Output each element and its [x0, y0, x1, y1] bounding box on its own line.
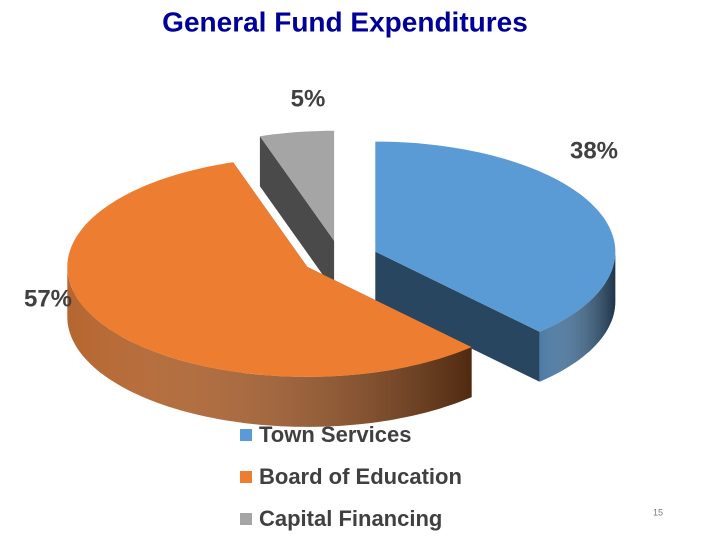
data-label: 57%	[24, 285, 72, 312]
slice-side-shade	[539, 251, 616, 382]
chart-title: General Fund Expenditures	[162, 6, 528, 37]
legend: Town Services Board of Education Capital F…	[240, 422, 462, 531]
legend-swatch	[240, 513, 252, 525]
slice-side-shade	[67, 266, 472, 427]
legend-label: Town Services	[259, 422, 411, 447]
legend-label: Board of Education	[259, 464, 462, 489]
data-label: 5%	[291, 85, 326, 112]
slice	[259, 130, 335, 241]
slice-side	[375, 251, 540, 382]
slide-number: 15	[653, 507, 663, 517]
slice	[375, 141, 616, 332]
pie	[67, 130, 616, 427]
slice-side	[259, 136, 335, 291]
legend-label: Capital Financing	[259, 506, 442, 531]
legend-swatch	[240, 471, 252, 483]
legend-swatch	[240, 429, 252, 441]
data-label: 38%	[570, 137, 618, 164]
slice	[67, 162, 472, 377]
